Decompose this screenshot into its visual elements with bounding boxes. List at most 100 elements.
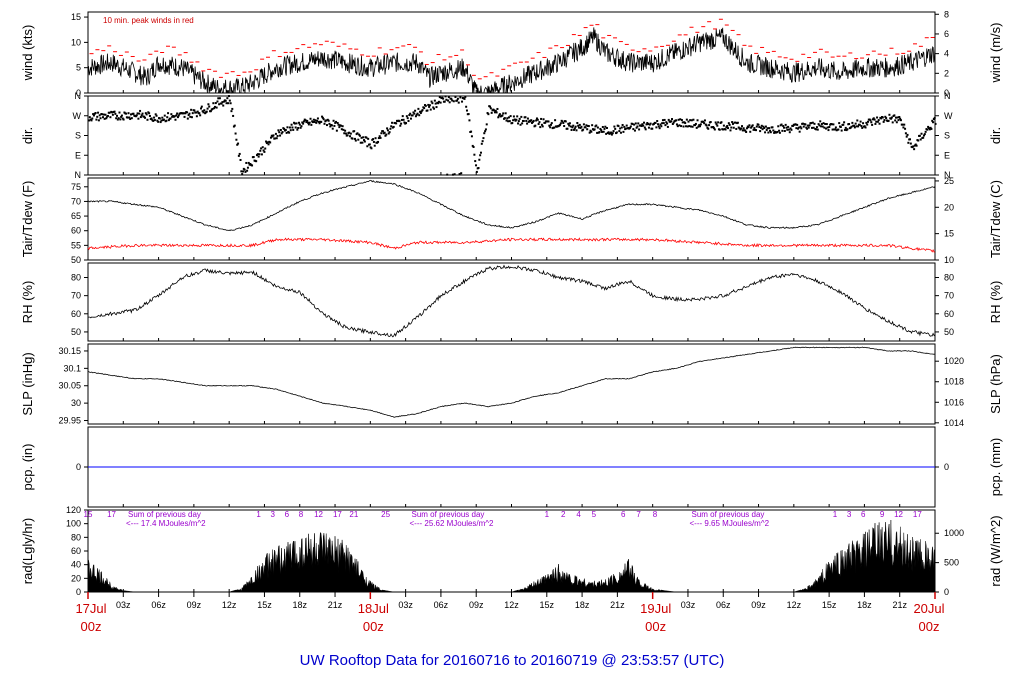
rh-panel-frame <box>87 262 936 342</box>
radiation-hour-mark: 8 <box>653 510 658 519</box>
wind-direction-point <box>912 145 915 148</box>
wind-direction-point <box>601 130 604 133</box>
wind-direction-point <box>148 114 151 117</box>
wind-direction-point <box>359 141 362 144</box>
wind-direction-point <box>460 172 463 175</box>
air-temperature-series-line <box>87 179 936 232</box>
wind-direction-point <box>869 119 872 122</box>
wind-direction-point <box>237 154 240 157</box>
radiation-hour-mark: 3 <box>847 510 852 519</box>
wind-direction-point <box>372 140 375 143</box>
wind-direction-point <box>649 122 652 125</box>
wind-direction-point <box>636 125 639 128</box>
wind-direction-point <box>148 112 151 115</box>
wind-direction-point <box>772 129 775 132</box>
wind-direction-point <box>806 124 809 127</box>
wind-direction-point <box>753 127 756 130</box>
wind-direction-point <box>513 118 516 121</box>
wind-direction-point <box>904 132 907 135</box>
wind-direction-point <box>279 128 282 131</box>
wind-direction-point <box>331 127 334 130</box>
wind-direction-point <box>750 126 753 129</box>
wind-direction-point <box>190 108 193 111</box>
wind-direction-point <box>797 126 800 129</box>
wind-direction-point <box>825 127 828 130</box>
wind-direction-point <box>120 115 123 118</box>
wind-direction-point <box>888 113 891 116</box>
wind-direction-point <box>625 124 628 127</box>
radiation-hour-mark: 1 <box>256 510 261 519</box>
wind-direction-point <box>341 125 344 128</box>
x-axis-day-time-label: 00z <box>645 619 666 634</box>
wind-direction-point <box>346 134 349 137</box>
wind-direction-point <box>837 128 840 131</box>
wind-direction-point <box>356 132 359 135</box>
wind-direction-point <box>553 126 556 129</box>
wind-direction-point <box>802 125 805 128</box>
wind-direction-point <box>564 120 567 123</box>
wind-direction-point <box>662 122 665 125</box>
wind-direction-point <box>234 132 237 135</box>
wind-direction-point <box>720 121 723 124</box>
wind-direction-point <box>202 111 205 114</box>
wind-direction-point <box>471 144 474 147</box>
wind-direction-point <box>195 111 198 114</box>
wind-direction-point <box>783 130 786 133</box>
wind-direction-point <box>477 166 480 169</box>
wind-direction-point <box>456 99 459 102</box>
wind-direction-point <box>479 151 482 154</box>
wind-direction-point <box>217 97 220 100</box>
wind-direction-point <box>716 124 719 127</box>
wind-direction-point <box>554 119 557 122</box>
wind-direction-point <box>458 173 461 176</box>
wind-direction-point <box>193 109 196 112</box>
wind-direction-point <box>767 131 770 134</box>
wind-direction-point <box>843 128 846 131</box>
wind-direction-point <box>819 120 822 123</box>
wind-direction-point <box>120 114 123 117</box>
wind-direction-point <box>586 128 589 131</box>
wind-direction-point <box>602 130 605 133</box>
wind-direction-point <box>524 116 527 119</box>
wind-direction-point <box>633 129 636 132</box>
wind-direction-point <box>493 111 496 114</box>
wind-direction-point <box>325 124 328 127</box>
wind-direction-point <box>91 117 94 120</box>
wind-direction-point <box>176 116 179 119</box>
radiation-daily-sum-value: <--- 25.62 MJoules/m^2 <box>410 519 495 528</box>
radiation-hour-mark: 17 <box>107 510 116 519</box>
wind-direction-point <box>342 128 345 131</box>
wind-direction-point <box>579 126 582 129</box>
wind-direction-point <box>660 125 663 128</box>
wind-direction-point <box>922 136 925 139</box>
wind-direction-point <box>864 126 867 129</box>
wind-direction-point <box>512 119 515 122</box>
wind-direction-point <box>474 160 477 163</box>
wind-direction-point <box>446 173 449 176</box>
slp-ylabel-left: SLP (inHg) <box>20 352 35 415</box>
wind-direction-point <box>729 129 732 132</box>
wind-direction-point <box>799 125 802 128</box>
wind-direction-point <box>165 119 168 122</box>
wind-right-tick-label: 6 <box>944 29 949 39</box>
wind-direction-point <box>97 111 100 114</box>
wind-direction-point <box>388 131 391 134</box>
wind-direction-point <box>308 121 311 124</box>
rh-series-line <box>88 264 936 338</box>
wind-direction-point <box>665 121 668 124</box>
wind-direction-point <box>632 128 635 131</box>
rad-left-tick-label: 20 <box>71 573 81 583</box>
wind-direction-point <box>122 118 125 121</box>
wind-direction-point <box>914 143 917 146</box>
wind-direction-point <box>444 95 447 98</box>
wind-direction-point <box>104 113 107 116</box>
wind-direction-point <box>918 134 921 137</box>
wind-direction-point <box>702 120 705 123</box>
wind-direction-point <box>811 121 814 124</box>
wind-direction-point <box>591 124 594 127</box>
wind-direction-point <box>294 126 297 129</box>
wind-direction-point <box>531 121 534 124</box>
wind-direction-point <box>298 123 301 126</box>
temp-left-tick-label: 65 <box>71 211 81 221</box>
wind-direction-point <box>155 114 158 117</box>
